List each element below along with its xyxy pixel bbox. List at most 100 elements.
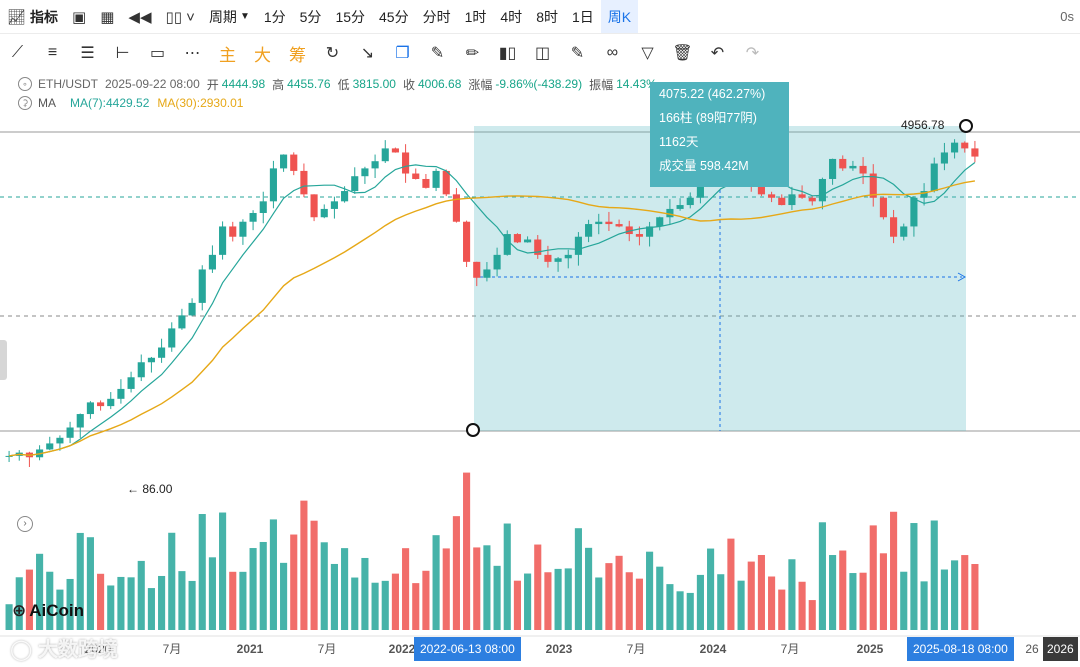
note-button[interactable]: ✎: [560, 34, 595, 72]
interval-1w[interactable]: 周K: [600, 0, 639, 33]
candle-body: [158, 347, 166, 358]
interval-dropdown[interactable]: 周期 ▼: [208, 8, 250, 25]
volume-panel-toggle-icon[interactable]: ›: [17, 516, 33, 532]
candle-body: [259, 201, 267, 213]
magnet-button[interactable]: ↘: [350, 34, 385, 72]
fib-tool[interactable]: ☰: [70, 34, 105, 72]
rect-tool[interactable]: ▭: [140, 34, 175, 72]
chart-type-button[interactable]: ▯▯ ˅: [159, 0, 202, 33]
candle-body: [859, 165, 867, 174]
big-order-toggle[interactable]: 大: [254, 45, 271, 65]
rewind-button[interactable]: ◀◀: [121, 0, 158, 33]
candle-body: [66, 427, 74, 438]
interval-5m[interactable]: 5分: [299, 8, 322, 25]
candle-body: [574, 236, 582, 255]
volume-bar: [97, 573, 105, 630]
candle-body: [808, 197, 816, 202]
filter-button[interactable]: ▽: [630, 34, 665, 72]
candle-body: [768, 194, 776, 198]
candle-body: [46, 443, 54, 450]
volume-bar: [56, 589, 64, 630]
xtick: 7月: [317, 642, 337, 656]
candle-body: [595, 221, 603, 225]
undo-button[interactable]: ↶: [700, 34, 735, 72]
volume-bar: [839, 550, 847, 630]
candle-body: [544, 254, 552, 262]
interval-45m[interactable]: 45分: [379, 8, 409, 25]
candle-body: [412, 173, 420, 179]
volume-bar: [168, 532, 176, 630]
volume-bar: [198, 514, 206, 630]
volume-bar: [452, 516, 460, 630]
parallel-tool[interactable]: ≡: [35, 34, 70, 72]
candle-body: [493, 254, 501, 270]
ruler-button[interactable]: ✎: [420, 34, 455, 72]
ohlc-info: ∘ ETH/USDT 2025-09-22 08:00 开 4444.98 高 44…: [0, 75, 664, 93]
volume-bar: [117, 576, 125, 630]
volume-bar: [107, 585, 115, 630]
volume-bar: [463, 472, 471, 630]
interval-1h[interactable]: 1时: [464, 8, 487, 25]
volume-bar: [310, 520, 318, 630]
candle-body: [503, 234, 511, 255]
volume-bar: [46, 571, 54, 630]
volume-bar: [890, 511, 898, 630]
candle-body: [778, 197, 786, 206]
interval-15m[interactable]: 15分: [335, 8, 366, 25]
hline-tool[interactable]: ⊢: [105, 34, 140, 72]
grid-button[interactable]: ▦: [93, 0, 121, 33]
volume-bar: [849, 573, 857, 630]
interval-1m[interactable]: 1分: [263, 8, 286, 25]
volume-bar: [280, 562, 288, 630]
watermark: ◯ 大数跨境: [10, 639, 118, 661]
measure-arrow: [957, 272, 967, 282]
measure-price-change: 4075.22 (462.27%): [659, 87, 766, 101]
eye-icon[interactable]: ∘: [18, 77, 32, 91]
chip-toggle[interactable]: 筹: [289, 45, 306, 65]
volume-bar: [524, 573, 532, 630]
candle-icon: ▮▯: [498, 45, 517, 62]
lock-button[interactable]: ◫: [525, 34, 560, 72]
indicator-button[interactable]: 📈︎ 指标: [7, 8, 59, 26]
volume-bar: [574, 528, 582, 630]
candle-body: [341, 191, 349, 202]
xtick: 2025: [856, 642, 884, 656]
volume-bar: [402, 548, 410, 630]
delete-button[interactable]: 🗑︎: [665, 34, 700, 72]
volume-bar: [646, 551, 654, 630]
candle-body: [239, 221, 247, 237]
xtick: 2021: [236, 642, 264, 656]
brush-button[interactable]: ✏: [455, 34, 490, 72]
interval-timeline[interactable]: 分时: [422, 8, 451, 25]
xtick: 2020: [84, 642, 112, 656]
sync-button[interactable]: ↻: [315, 34, 350, 72]
volume-bar: [269, 519, 277, 630]
candle-body: [391, 148, 399, 153]
interval-1d[interactable]: 1日: [571, 8, 594, 25]
volume-bar: [361, 557, 369, 630]
candle-body: [229, 226, 237, 237]
undo-icon: ↶: [710, 45, 725, 62]
xtick-2026: 2026: [1043, 637, 1078, 661]
side-panel-handle[interactable]: [0, 340, 7, 380]
more-tools[interactable]: ⋯: [175, 34, 210, 72]
xtick: 7月: [780, 642, 800, 656]
interval-4h[interactable]: 4时: [500, 8, 523, 25]
copy-button[interactable]: ❐: [385, 34, 420, 72]
layout-button[interactable]: ▣: [65, 0, 93, 33]
interval-8h[interactable]: 8时: [536, 8, 558, 25]
line-chart-icon: 📈︎: [7, 8, 27, 26]
bell-icon[interactable]: ⚳: [18, 96, 32, 110]
candle-body: [310, 194, 318, 218]
redo-button[interactable]: ↷: [735, 34, 770, 72]
link-button[interactable]: ∞: [595, 34, 630, 72]
trash-icon: 🗑︎: [672, 45, 693, 62]
candle-body: [798, 194, 806, 198]
volume-bar: [727, 538, 735, 630]
main-chart-toggle[interactable]: 主: [219, 45, 236, 65]
candle-style-button[interactable]: ▮▯: [490, 34, 525, 72]
trendline-tool[interactable]: ⟋: [0, 34, 35, 72]
time-axis[interactable]: 2020 7月 2021 7月 2022 2022-06-13 08:00 20…: [0, 637, 1080, 661]
watermark-icon: ◯: [10, 639, 33, 661]
volume-bar: [147, 588, 155, 630]
